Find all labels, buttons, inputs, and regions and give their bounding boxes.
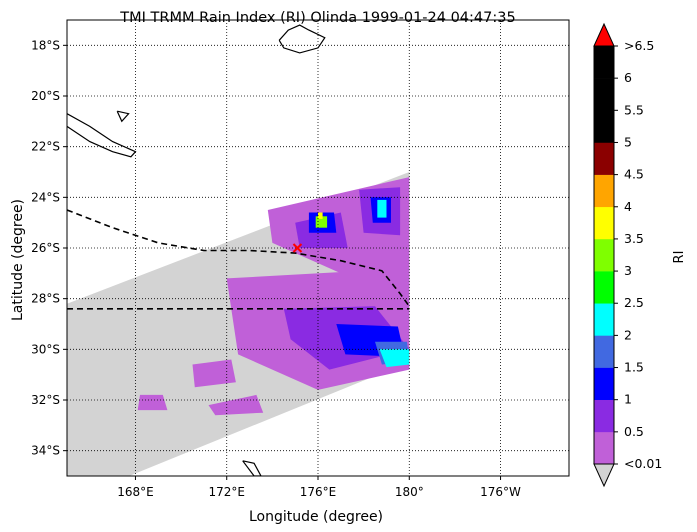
rain-region-2	[137, 394, 168, 411]
colorbar-label: RI	[672, 251, 687, 264]
colorbar-tick-label-11: 5.5	[624, 102, 644, 117]
marker-stroke-b	[292, 243, 303, 253]
colorbar-tick-label-9: 4.5	[624, 167, 644, 182]
colorbar-segment-6	[594, 238, 614, 272]
colorbar-tick-label-8: 4	[624, 199, 632, 214]
colorbar-tick-label-0: <0.01	[624, 456, 662, 471]
x-tick-label-4: 176°W	[480, 485, 521, 499]
colorbar-segment-4	[594, 303, 614, 336]
colorbar-segment-11	[594, 78, 614, 111]
colorbar-tick-label-12: 6	[624, 70, 632, 85]
colorbar-tick-label-4: 2	[624, 327, 632, 342]
chart-title: TMI TRMM Rain Index (RI) Olinda 1999-01-…	[119, 10, 515, 26]
y-tick-label-8: 34°S	[31, 444, 60, 458]
colorbar: <0.01 0.5 1 1.5 2 2.5 3 3.5 4 4.5 5 5.5 6 >6.5	[593, 22, 662, 488]
y-tick-label-7: 32°S	[31, 393, 60, 407]
colorbar-over-triangle	[593, 22, 615, 47]
colorbar-segment-2	[594, 367, 614, 400]
colorbar-segment-8	[594, 174, 614, 208]
x-tick-label-1: 172°E	[208, 485, 245, 499]
colorbar-tick-label-3: 1.5	[624, 360, 644, 375]
coastline-2	[116, 110, 130, 123]
x-tick-label-2: 176°E	[300, 485, 337, 499]
x-tick-label-0: 168°E	[117, 485, 154, 499]
x-tick-label-3: 180°	[395, 485, 424, 499]
colorbar-segment-9	[594, 142, 614, 175]
y-tick-label-0: 18°S	[31, 38, 60, 52]
colorbar-tick-label-1: 0.5	[624, 424, 644, 439]
boundary-line-0	[67, 209, 410, 307]
rain-region-4	[208, 394, 264, 416]
colorbar-segment-7	[594, 206, 614, 240]
y-tick-label-4: 26°S	[31, 241, 60, 255]
colorbar-segment-12	[594, 46, 614, 79]
colorbar-tick-label-7: 3.5	[624, 231, 644, 246]
y-tick-label-5: 28°S	[31, 292, 60, 306]
coastline-0	[278, 24, 326, 54]
colorbar-tick-label-2: 1	[624, 392, 632, 407]
colorbar-segment-10	[594, 110, 614, 143]
y-tick-label-2: 22°S	[31, 140, 60, 154]
rain-region-14	[315, 216, 328, 228]
rain-region-3	[192, 359, 236, 388]
colorbar-frame	[593, 45, 615, 465]
y-tick-label-3: 24°S	[31, 190, 60, 204]
y-tick-label-1: 20°S	[31, 89, 60, 103]
colorbar-tick-label-6: 3	[624, 263, 632, 278]
colorbar-tick-label-5: 2.5	[624, 295, 644, 310]
colorbar-tick-label-13: >6.5	[624, 38, 654, 53]
colorbar-segment-0	[594, 431, 614, 465]
colorbar-tick-label-10: 5	[624, 134, 632, 149]
coastline-1	[67, 113, 137, 158]
rain-region-12	[379, 349, 410, 368]
storm-marker	[292, 243, 303, 253]
y-tick-label-6: 30°S	[31, 342, 60, 356]
colorbar-under-triangle	[593, 463, 615, 488]
colorbar-segment-5	[594, 271, 614, 304]
colorbar-segment-3	[594, 335, 614, 368]
coastline-3	[242, 460, 262, 476]
x-axis-label: Longitude (degree)	[249, 509, 383, 525]
rain-region-13	[377, 199, 387, 218]
colorbar-segment-1	[594, 399, 614, 433]
rain-region-15	[318, 212, 323, 219]
y-axis-label: Latitude (degree)	[10, 199, 26, 321]
